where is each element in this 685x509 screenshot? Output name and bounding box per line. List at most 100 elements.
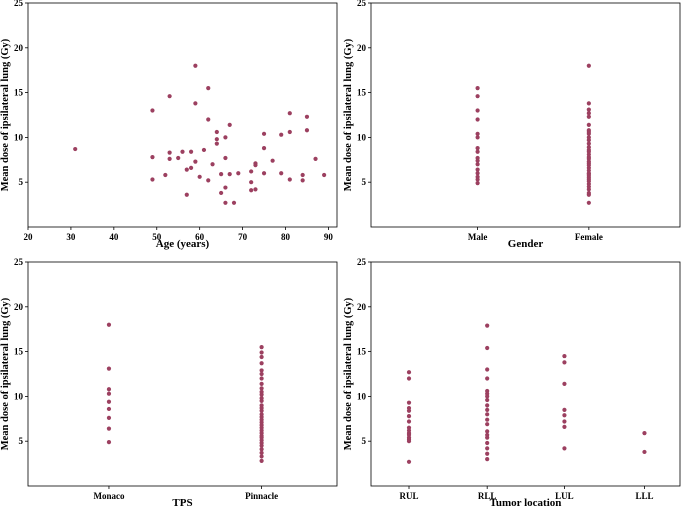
data-point-female <box>586 192 591 197</box>
y-tick-label: 10 <box>357 391 367 401</box>
data-point-rll <box>485 435 490 440</box>
data-point-monaco <box>106 426 112 431</box>
data-point-female <box>586 111 591 116</box>
data-point <box>188 165 194 170</box>
y-tick-label: 10 <box>14 132 24 142</box>
data-point-lul <box>562 446 567 451</box>
data-point <box>223 200 228 205</box>
data-point <box>249 169 254 174</box>
data-point-female <box>586 101 591 106</box>
data-point-rll <box>485 429 490 434</box>
data-point <box>279 132 284 137</box>
data-point <box>300 172 305 178</box>
data-point-female <box>586 141 591 146</box>
data-point-pinnacle <box>259 392 264 397</box>
chart-panel-gender: 5 10 15 20 25 Mean dose of ipsilateral lung (… <box>343 0 681 250</box>
data-point <box>304 128 310 133</box>
plot-frame <box>27 261 338 487</box>
data-point-lll <box>642 431 647 436</box>
data-point <box>206 178 211 183</box>
data-point-female <box>586 114 591 119</box>
data-point <box>167 156 172 162</box>
data-point-male <box>475 162 480 167</box>
data-point-pinnacle <box>259 381 264 386</box>
y-tick-label: 15 <box>14 88 24 98</box>
data-point-rul <box>406 370 412 375</box>
y-tick-label: 15 <box>14 347 24 357</box>
data-point <box>176 155 181 161</box>
data-point <box>193 101 198 106</box>
data-point <box>249 188 254 193</box>
x-tick-label-monaco: Monaco <box>93 491 124 501</box>
y-tick-label: 15 <box>357 88 367 98</box>
y-axis-label: Mean dose of ipsilateral lung (Gy) <box>0 297 11 450</box>
data-point-rll <box>485 407 490 412</box>
x-tick-label-rul: RUL <box>399 491 418 501</box>
data-point <box>214 137 219 142</box>
data-point-pinnacle <box>259 450 264 455</box>
x-axis-label: Tumor location <box>490 497 562 509</box>
data-point-female <box>586 200 591 205</box>
data-point <box>167 94 172 99</box>
data-point-rul <box>406 419 412 424</box>
data-point <box>184 192 189 197</box>
data-point <box>150 177 155 182</box>
x-tick-label: 70 <box>238 232 248 242</box>
data-point <box>219 190 224 196</box>
data-point <box>188 149 194 154</box>
y-axis-label: Mean dose of ipsilateral lung (Gy) <box>343 297 354 450</box>
data-point-rll <box>485 394 490 399</box>
data-point-male <box>475 149 480 154</box>
x-tick-label-lul: LUL <box>555 491 574 501</box>
data-point-lul <box>562 407 567 412</box>
data-point-pinnacle <box>259 458 264 464</box>
data-point-female <box>586 107 591 112</box>
data-point <box>270 158 275 163</box>
data-point <box>313 156 318 162</box>
data-point-female <box>586 187 591 192</box>
data-point <box>227 122 232 127</box>
plot-frame <box>27 2 338 228</box>
data-point <box>214 141 219 146</box>
data-point-female <box>586 122 591 127</box>
data-point <box>261 171 267 176</box>
data-point-lul <box>562 419 567 424</box>
data-point-lul <box>562 381 567 386</box>
y-tick-label: 15 <box>357 347 367 357</box>
data-point-pinnacle <box>259 350 264 355</box>
data-point <box>261 146 267 151</box>
data-point-male <box>475 108 480 113</box>
data-point <box>279 171 284 176</box>
data-point-pinnacle <box>259 408 264 413</box>
data-point-rll <box>485 457 490 462</box>
data-point <box>231 200 237 205</box>
data-point-male <box>475 171 480 176</box>
x-axis-label: Age (years) <box>156 238 210 250</box>
data-point <box>193 63 198 68</box>
x-tick-label: 40 <box>109 232 119 242</box>
data-point <box>287 111 292 116</box>
plot-frame <box>370 2 681 228</box>
data-point-monaco <box>106 399 112 404</box>
data-point-pinnacle <box>259 371 264 377</box>
data-point-rll <box>485 440 490 446</box>
data-point-male <box>475 86 480 91</box>
data-point-rul <box>406 459 412 464</box>
data-point-rll <box>485 451 490 456</box>
data-point-monaco <box>106 387 112 392</box>
data-point-lul <box>562 353 567 359</box>
data-point-pinnacle <box>259 354 264 360</box>
x-tick-label: 80 <box>281 232 291 242</box>
data-point <box>253 187 258 192</box>
x-axis-label: TPS <box>172 497 192 509</box>
data-point <box>219 172 224 177</box>
data-point-lul <box>562 413 567 418</box>
data-point-pinnacle <box>259 361 264 366</box>
data-point-male <box>475 177 480 182</box>
data-point <box>227 172 232 177</box>
data-point-rll <box>485 412 490 417</box>
data-point <box>73 146 78 152</box>
data-point-rul <box>406 376 412 381</box>
y-tick-label: 25 <box>14 0 24 8</box>
data-point <box>184 167 189 172</box>
